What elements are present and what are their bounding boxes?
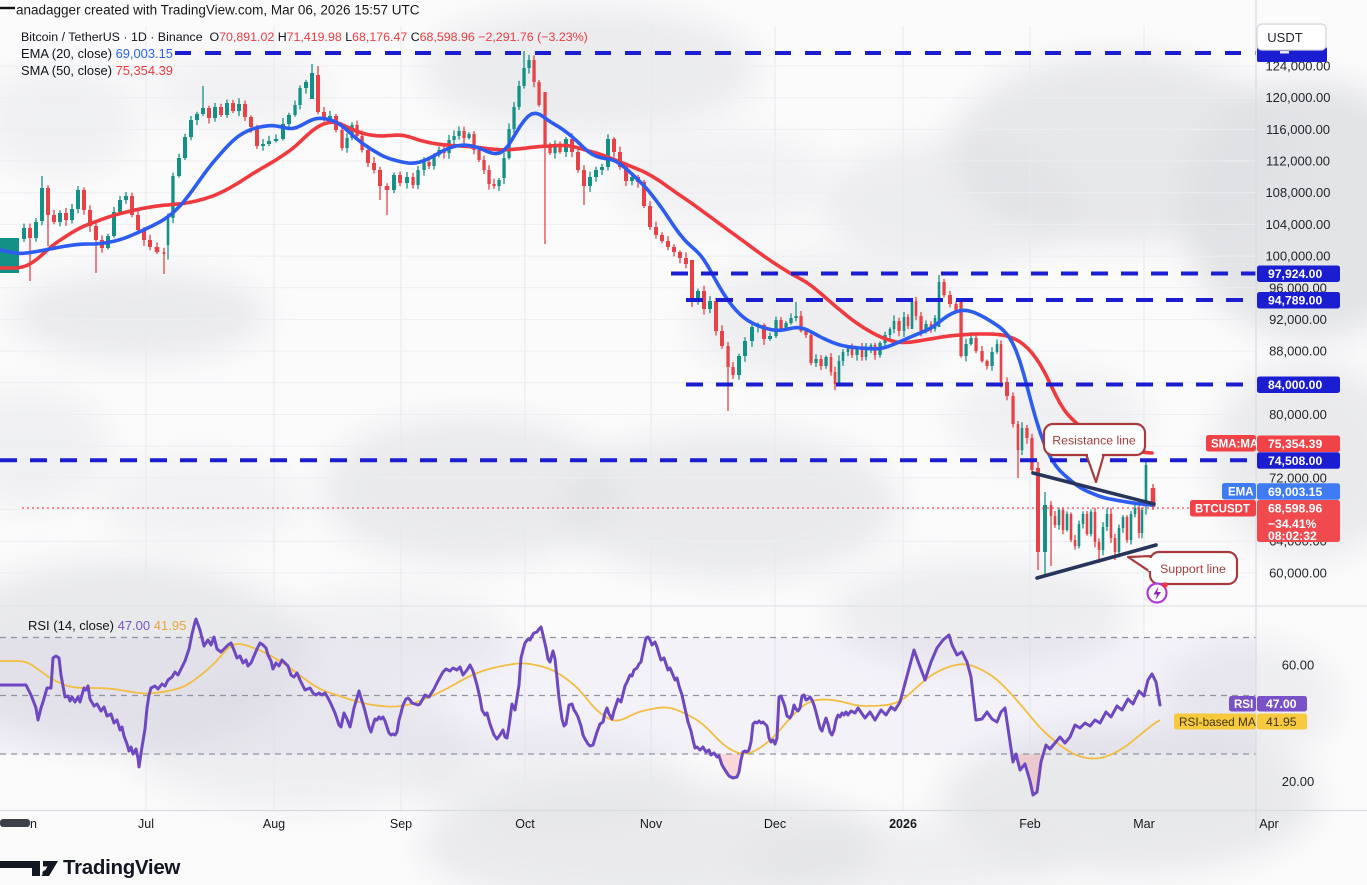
- svg-text:Support line: Support line: [1160, 562, 1226, 576]
- svg-text:60,000.00: 60,000.00: [1269, 565, 1327, 580]
- svg-text:SMA:MA: SMA:MA: [1211, 439, 1258, 451]
- svg-text:RSI (14, close) 47.00 41.95: RSI (14, close) 47.00 41.95: [28, 618, 186, 633]
- svg-text:94,789.00: 94,789.00: [1268, 294, 1322, 308]
- svg-text:Dec: Dec: [764, 817, 786, 831]
- svg-text:USDT: USDT: [1267, 30, 1302, 45]
- svg-text:EMA: EMA: [1228, 487, 1254, 499]
- svg-text:104,000.00: 104,000.00: [1265, 217, 1330, 232]
- svg-text:Bitcoin / TetherUS · 1D · Bina: Bitcoin / TetherUS · 1D · Binance O70,89…: [21, 30, 588, 44]
- svg-text:120,000.00: 120,000.00: [1265, 90, 1330, 105]
- svg-text:Nov: Nov: [640, 817, 663, 831]
- svg-text:Oct: Oct: [515, 817, 535, 831]
- svg-text:47.00: 47.00: [1266, 697, 1297, 711]
- svg-text:60.00: 60.00: [1282, 658, 1315, 673]
- svg-text:anadagger created with Trading: anadagger created with TradingView.com, …: [16, 3, 420, 18]
- svg-text:RSI-based MA: RSI-based MA: [1179, 715, 1256, 729]
- svg-text:BTCUSDT: BTCUSDT: [1195, 504, 1250, 516]
- svg-text:Mar: Mar: [1133, 817, 1155, 831]
- svg-text:68,598.96: 68,598.96: [1268, 502, 1322, 516]
- svg-text:97,924.00: 97,924.00: [1268, 267, 1322, 281]
- svg-text:EMA (20, close) 69,003.15: EMA (20, close) 69,003.15: [21, 46, 173, 61]
- svg-text:RSI: RSI: [1234, 699, 1253, 711]
- svg-text:80,000.00: 80,000.00: [1269, 407, 1327, 422]
- svg-text:72,000.00: 72,000.00: [1269, 470, 1327, 485]
- svg-text:Feb: Feb: [1019, 817, 1041, 831]
- svg-text:08:02:32: 08:02:32: [1268, 529, 1317, 543]
- svg-text:116,000.00: 116,000.00: [1266, 122, 1330, 137]
- svg-text:2026: 2026: [889, 817, 917, 831]
- svg-text:96,000.00: 96,000.00: [1269, 280, 1327, 295]
- svg-text:Jul: Jul: [138, 817, 154, 831]
- svg-text:75,354.39: 75,354.39: [1268, 437, 1322, 451]
- svg-text:69,003.15: 69,003.15: [1268, 485, 1322, 499]
- svg-text:41.95: 41.95: [1266, 715, 1297, 729]
- svg-text:Apr: Apr: [1259, 817, 1278, 831]
- svg-text:112,000.00: 112,000.00: [1266, 154, 1330, 169]
- svg-text:100,000.00: 100,000.00: [1265, 249, 1330, 264]
- svg-text:84,000.00: 84,000.00: [1268, 378, 1322, 392]
- svg-text:TradingView: TradingView: [63, 856, 180, 879]
- svg-text:124,000.00: 124,000.00: [1265, 59, 1330, 74]
- svg-text:Sep: Sep: [390, 817, 412, 831]
- svg-text:Resistance line: Resistance line: [1052, 434, 1136, 448]
- svg-text:92,000.00: 92,000.00: [1269, 312, 1327, 327]
- svg-text:88,000.00: 88,000.00: [1269, 344, 1327, 359]
- svg-text:−34.41%: −34.41%: [1268, 517, 1317, 531]
- svg-text:108,000.00: 108,000.00: [1265, 185, 1330, 200]
- svg-text:Aug: Aug: [263, 817, 285, 831]
- svg-text:20.00: 20.00: [1282, 774, 1315, 789]
- svg-text:SMA (50, close) 75,354.39: SMA (50, close) 75,354.39: [21, 63, 173, 78]
- svg-text:74,508.00: 74,508.00: [1268, 454, 1322, 468]
- svg-text:n: n: [30, 817, 37, 831]
